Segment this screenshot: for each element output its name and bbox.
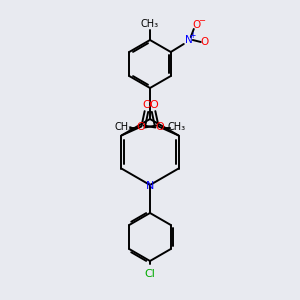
Text: Cl: Cl (145, 269, 155, 279)
Text: CH₃: CH₃ (167, 122, 185, 133)
Text: +: + (190, 31, 196, 40)
Text: O: O (155, 122, 164, 133)
Text: O: O (193, 20, 201, 30)
Text: CH₃: CH₃ (115, 122, 133, 133)
Text: O: O (136, 122, 145, 133)
Text: CH₃: CH₃ (141, 19, 159, 29)
Text: O: O (201, 37, 209, 47)
Text: −: − (198, 16, 205, 26)
Text: N: N (185, 35, 193, 45)
Text: O: O (149, 100, 158, 110)
Text: O: O (142, 100, 151, 110)
Text: N: N (146, 181, 154, 191)
